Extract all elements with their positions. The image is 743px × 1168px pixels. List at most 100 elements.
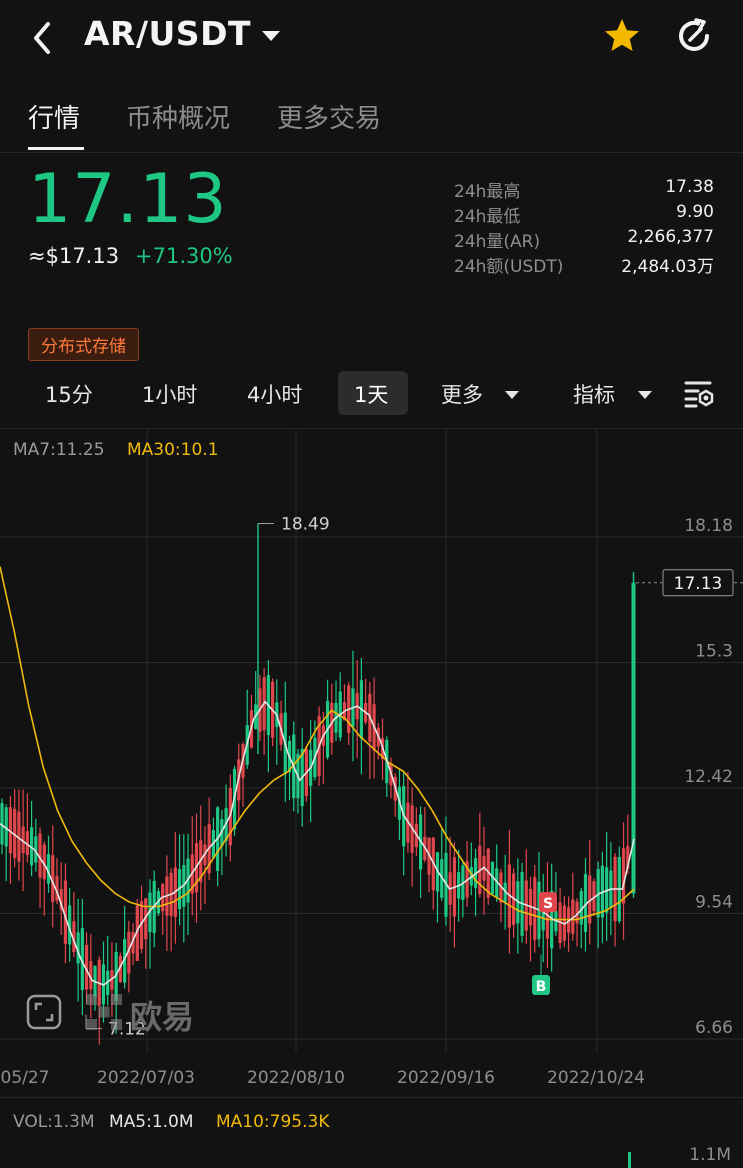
candle-body (131, 932, 135, 954)
candle-body (46, 854, 51, 884)
x-tick-label: 05/27 (1, 1068, 50, 1088)
candle-body (72, 921, 76, 953)
volume-legend: VOL:1.3M (13, 1112, 95, 1132)
candle-body (68, 905, 72, 945)
candle-body (486, 848, 490, 898)
candle-body (583, 874, 588, 932)
candle-body (84, 944, 89, 990)
ma30-legend: MA30:10.1 (127, 440, 219, 460)
candle-body (123, 939, 127, 983)
candle-body (596, 869, 600, 918)
high-marker-label: 18.49 (281, 514, 330, 534)
candle-body (21, 826, 25, 854)
candle-body-last (631, 582, 636, 894)
tab-more-trading[interactable]: 更多交易 (277, 104, 382, 134)
candle-body (503, 882, 507, 903)
candle-body (114, 951, 118, 1002)
pair-title[interactable]: AR/USDT (84, 14, 251, 53)
stat-value-volume: 2,266,377 (627, 227, 714, 247)
candle-body (571, 899, 575, 934)
stat-value-low: 9.90 (676, 202, 714, 222)
y-tick-label: 15.3 (695, 642, 733, 662)
category-tag[interactable]: 分布式存储 (28, 328, 139, 361)
last-price-label: 17.13 (674, 574, 723, 594)
x-tick-label: 2022/08/10 (247, 1068, 345, 1088)
candle-body (579, 890, 583, 925)
candle-body (499, 872, 503, 903)
fullscreen-button[interactable] (26, 994, 62, 1030)
sell-marker (539, 892, 557, 913)
stat-label-turnover: 24h额(USDT) (454, 257, 564, 277)
volume-ma10-legend: MA10:795.3K (216, 1112, 330, 1132)
interval-active-bg (338, 371, 408, 415)
candle-body (626, 846, 630, 869)
pair-dropdown-button[interactable] (260, 27, 282, 45)
tab-coin-overview[interactable]: 币种概况 (126, 104, 231, 134)
candle-body (575, 901, 579, 924)
y-tick-label: 18.18 (684, 516, 733, 536)
ma30-line (0, 566, 635, 921)
indicator-button[interactable]: 指标 (573, 383, 615, 407)
interval-1h[interactable]: 1小时 (142, 383, 198, 407)
y-tick-label: 12.42 (684, 767, 733, 787)
buy-marker (532, 974, 550, 995)
usd-price: ≈$17.13 (28, 244, 120, 268)
x-tick-label: 2022/10/24 (547, 1068, 645, 1088)
y-tick-label: 9.54 (695, 893, 733, 913)
star-icon (605, 19, 639, 51)
interval-4h[interactable]: 4小时 (247, 383, 303, 407)
y-tick-label: 6.66 (695, 1018, 733, 1038)
candle-body (80, 928, 84, 991)
candle-body (127, 931, 131, 974)
chart-settings-button[interactable] (684, 378, 716, 410)
candle-body (29, 827, 34, 866)
share-button[interactable] (674, 16, 714, 56)
watermark-text: 欧易 (130, 998, 195, 1036)
candle-body (621, 848, 626, 904)
candle-body (25, 831, 29, 856)
favorite-button[interactable] (602, 16, 642, 56)
candle-body (495, 868, 499, 898)
ma7-legend: MA7:11.25 (13, 440, 105, 460)
caret-down-icon (505, 391, 519, 399)
stat-value-turnover: 2,484.03万 (621, 257, 714, 277)
tab-market[interactable]: 行情 (28, 104, 81, 134)
interval-15m[interactable]: 15分 (45, 383, 93, 407)
indicator-caret[interactable] (636, 388, 654, 402)
chart-bottom-divider (0, 1097, 743, 1098)
x-tick-label: 2022/09/16 (397, 1068, 495, 1088)
caret-down-icon (262, 31, 280, 41)
stat-label-high: 24h最高 (454, 182, 521, 202)
candle-body (34, 836, 38, 863)
volume-ma5-legend: MA5:1.0M (109, 1112, 194, 1132)
interval-more-caret[interactable] (503, 388, 521, 402)
candlestick-chart[interactable]: 18.18 15.3 12.42 9.54 6.66 05/27 2022/07/03 202… (0, 429, 743, 1094)
candle-body (38, 833, 42, 878)
candle-body (144, 898, 148, 940)
candle-body (4, 807, 8, 847)
candle-body (13, 808, 17, 859)
candle-body (51, 855, 55, 902)
candle-body (8, 807, 13, 854)
stat-value-high: 17.38 (665, 177, 714, 197)
last-price: 17.13 (28, 160, 228, 239)
chart-top-divider (0, 428, 743, 429)
chart-settings-icon (684, 381, 714, 408)
x-tick-label: 2022/07/03 (97, 1068, 195, 1088)
last-price-box (662, 569, 734, 597)
interval-more[interactable]: 更多 (441, 383, 483, 407)
okx-watermark (84, 992, 124, 1032)
caret-down-icon (638, 391, 652, 399)
candle-body (59, 889, 63, 910)
stat-label-volume: 24h量(AR) (454, 232, 541, 252)
active-tab-indicator (28, 147, 84, 150)
stat-label-low: 24h最低 (454, 207, 521, 227)
candle-body (148, 892, 152, 933)
okx-logo-icon (86, 994, 122, 1030)
interval-1d[interactable]: 1天 (354, 383, 389, 407)
candle-body (89, 960, 93, 990)
candle-body (545, 893, 550, 939)
back-button[interactable] (28, 18, 56, 58)
candle-body (17, 811, 21, 862)
fullscreen-icon (26, 994, 62, 1030)
